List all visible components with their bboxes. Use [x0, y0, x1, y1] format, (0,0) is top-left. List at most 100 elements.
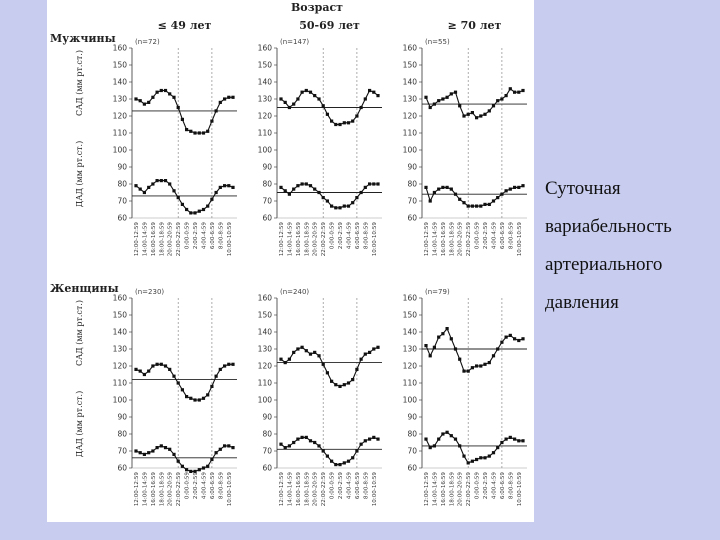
sad-point	[513, 90, 517, 94]
y-tick-label: 60	[117, 214, 127, 223]
sad-point	[359, 105, 363, 110]
dad-point	[500, 440, 504, 445]
sad-point	[351, 378, 355, 382]
dad-point	[513, 437, 517, 441]
x-tick-label: 20:00-20:59	[313, 222, 319, 257]
sad-point	[193, 131, 197, 135]
sad-point	[227, 95, 231, 99]
dad-axis-label: ДАД (мм рт.ст.)	[75, 141, 84, 207]
x-tick-label: 6:00-6:59	[355, 222, 361, 250]
sad-point	[138, 369, 142, 373]
x-tick-label: 14:00-14:59	[142, 472, 148, 507]
dad-point	[368, 182, 372, 186]
x-tick-label: 0:00-0:59	[330, 472, 336, 500]
dad-point	[491, 451, 496, 455]
dad-point	[483, 456, 487, 460]
sad-point	[424, 95, 428, 99]
dad-point	[517, 439, 521, 443]
sad-point	[483, 362, 487, 366]
sad-point	[428, 105, 432, 110]
sad-point	[445, 95, 449, 99]
dad-point	[359, 190, 363, 195]
bp-variability-figure: Возраст ≤ 49 лет 50-69 лет ≥ 70 лет Мужчины С…	[50, 1, 527, 507]
dad-point	[193, 211, 197, 215]
dad-point	[313, 440, 317, 445]
y-tick-label: 110	[403, 129, 418, 138]
x-tick-label: 10:00-10:59	[227, 472, 233, 507]
dad-point	[491, 199, 496, 203]
sad-point	[308, 90, 313, 94]
x-tick-label: 6:00-6:59	[355, 472, 361, 500]
x-tick-label: 6:00-6:59	[500, 472, 506, 500]
chart-panel: (n=240) 160 150 140 130 120 110 100 90 80 70 60 12:0…	[258, 288, 382, 506]
dad-point	[317, 444, 321, 448]
dad-point	[508, 187, 512, 191]
sad-point	[201, 131, 206, 135]
x-tick-label: 0:00-0:59	[185, 222, 191, 250]
sad-point	[330, 379, 334, 383]
sad-point	[437, 335, 441, 339]
header-age-title: Возраст	[291, 1, 343, 14]
x-tick-label: 14:00-14:59	[287, 472, 293, 507]
y-tick-label: 130	[403, 95, 418, 104]
sad-point	[206, 393, 210, 397]
sad-point	[491, 354, 496, 358]
dad-point	[376, 182, 380, 186]
dad-point	[432, 190, 436, 195]
sad-point	[321, 362, 325, 366]
y-tick-label: 100	[258, 146, 273, 155]
y-tick-label: 70	[117, 197, 127, 206]
sad-point	[155, 362, 159, 366]
dad-point	[197, 468, 201, 472]
sad-point	[458, 104, 462, 108]
dad-point	[296, 184, 300, 188]
y-tick-label: 90	[407, 163, 417, 172]
sad-point	[508, 333, 512, 337]
dad-point	[210, 197, 214, 201]
sad-point	[172, 374, 176, 378]
sad-point	[521, 88, 525, 93]
dad-point	[521, 184, 525, 188]
sad-point	[142, 372, 146, 377]
sad-point	[470, 366, 474, 370]
x-tick-label: 20:00-20:59	[458, 222, 464, 257]
sad-point	[487, 109, 491, 113]
sad-point	[227, 362, 231, 366]
dad-point	[500, 192, 504, 196]
dad-point	[159, 444, 163, 448]
sad-series-line	[135, 363, 233, 401]
dad-point	[368, 437, 372, 441]
dad-point	[155, 179, 159, 183]
x-tick-label: 16:00-16:59	[441, 222, 447, 257]
sad-point	[428, 354, 432, 358]
dad-point	[342, 204, 346, 208]
y-tick-label: 140	[113, 78, 128, 87]
sad-point	[475, 116, 479, 120]
dad-point	[134, 184, 138, 188]
dad-point	[287, 444, 291, 448]
sad-point	[317, 97, 321, 101]
x-tick-label: 2:00-2:59	[193, 472, 199, 500]
sad-point	[363, 97, 367, 101]
sample-size-label: (n=240)	[280, 288, 309, 296]
dad-point	[342, 461, 346, 465]
y-tick-label: 70	[262, 197, 272, 206]
dad-point	[346, 459, 351, 463]
x-tick-label: 4:00-4:59	[202, 222, 208, 250]
y-tick-label: 120	[113, 362, 128, 371]
y-tick-label: 150	[113, 311, 128, 320]
y-tick-label: 110	[258, 379, 273, 388]
dad-point	[363, 185, 367, 189]
sad-point	[308, 352, 313, 356]
dad-point	[441, 185, 445, 189]
sad-point	[462, 369, 466, 373]
x-tick-label: 6:00-6:59	[210, 472, 216, 500]
x-tick-label: 14:00-14:59	[287, 222, 293, 257]
dad-series-line	[135, 445, 234, 472]
sad-point	[479, 114, 483, 118]
x-tick-label: 16:00-16:59	[296, 472, 302, 507]
sad-point	[197, 398, 201, 402]
dad-point	[138, 451, 142, 455]
sad-point	[210, 119, 214, 123]
y-tick-label: 120	[258, 112, 273, 121]
